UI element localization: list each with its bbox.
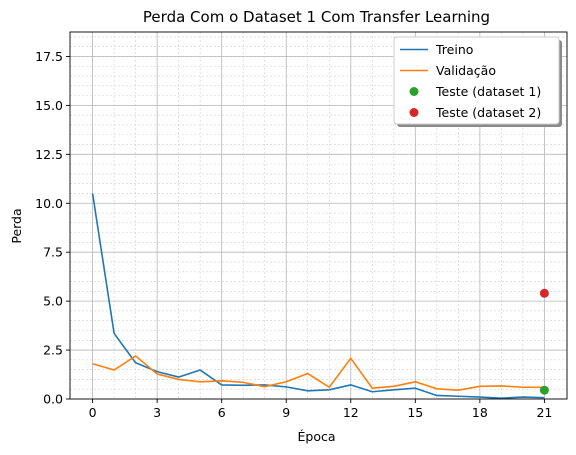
data-point-treino [134,362,136,364]
data-point-validação [436,388,438,390]
series-layer [91,192,549,400]
legend-entry-label: Treino [435,42,473,57]
x-tick-label: 12 [343,405,359,420]
legend-entry-label: Validação [436,63,496,78]
data-point-validação [177,378,179,380]
data-point-validação [285,381,287,383]
y-tick-label: 15.0 [35,98,63,113]
x-tick-label: 0 [89,405,97,420]
chart-title: Perda Com o Dataset 1 Com Transfer Learn… [143,8,490,26]
data-point-treino [328,389,330,391]
data-point-validação [307,372,309,374]
data-point-treino [436,394,438,396]
data-point-treino [522,396,524,398]
data-point-validação [220,380,222,382]
data-point-treino [371,391,373,393]
y-tick-label: 7.5 [43,245,63,260]
y-tick-label: 10.0 [35,196,63,211]
x-tick-label: 18 [472,405,488,420]
data-point-validação [457,389,459,391]
data-point-validação [522,386,524,388]
data-point-validação [156,373,158,375]
legend-marker-swatch [409,87,419,96]
data-point-treino [543,396,545,398]
axis-ticks: 0 3 6 9 12 15 18 21 0.0 2.5 5.0 7.5 10.0 12.5 15.0 17.5 [35,49,552,420]
x-tick-label: 9 [282,405,290,420]
data-point-validação [113,369,115,371]
legend-box [393,36,560,125]
x-axis-label: Época [297,429,335,444]
series-line-treino [91,193,545,400]
legend-entry-label: Teste (dataset 2) [435,105,541,120]
x-tick-label: 3 [153,405,161,420]
series-line-validação [92,355,545,391]
data-point-treino [91,192,93,194]
data-point-treino [113,332,115,334]
data-point-validação [264,385,266,387]
data-point-validação [371,387,373,389]
data-point-treino [177,376,179,378]
data-point-validação [414,381,416,383]
plot-frame [69,31,568,400]
data-point-treino [199,369,201,371]
y-tick-label: 5.0 [43,294,63,309]
data-point-validação [91,363,93,365]
data-point-treino [457,395,459,397]
data-point-validação [500,385,502,387]
data-point-treino [350,384,352,386]
data-point-validação [242,381,244,383]
y-axis-label: Perda [9,208,24,243]
data-point-treino [220,384,222,386]
y-tick-label: 12.5 [35,147,63,162]
data-point-validação [134,355,136,357]
legend-entry-label: Teste (dataset 1) [435,84,541,99]
legend: Treino Validação Teste (dataset 1) Teste (d… [393,36,562,127]
x-tick-label: 15 [407,405,423,420]
y-tick-label: 17.5 [35,49,63,64]
y-tick-label: 0.0 [43,392,63,407]
data-point-treino [393,389,395,391]
data-point-treino [307,390,309,392]
data-point-treino [479,396,481,398]
data-point-validação [199,381,201,383]
data-point-validação [479,385,481,387]
x-tick-label: 21 [536,405,552,420]
legend-marker-swatch [409,108,419,117]
data-point-treino [242,384,244,386]
test-point-marker [539,288,549,298]
data-point-treino [414,387,416,389]
data-point-treino [285,386,287,388]
test-point-marker [539,385,549,395]
x-tick-label: 6 [218,405,226,420]
y-tick-label: 2.5 [43,343,63,358]
data-point-validação [393,385,395,387]
data-point-validação [350,357,352,359]
data-point-validação [328,386,330,388]
